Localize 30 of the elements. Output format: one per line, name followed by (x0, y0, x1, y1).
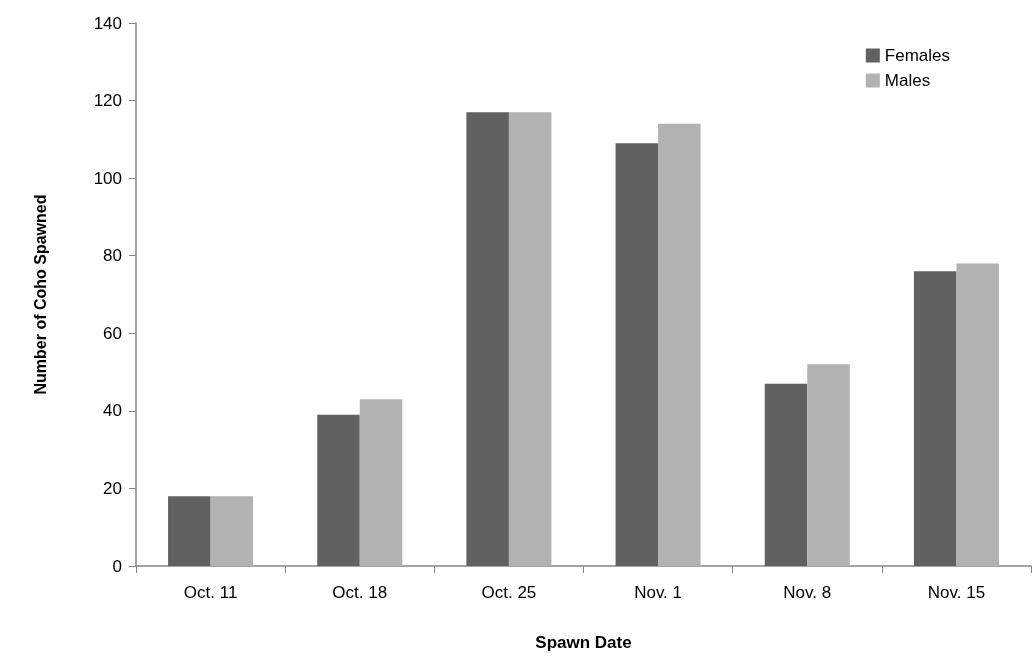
bar (168, 496, 211, 566)
x-tick-label: Oct. 18 (332, 583, 388, 602)
x-tick-label: Oct. 25 (481, 583, 537, 602)
y-axis-title: Number of Coho Spawned (31, 194, 49, 395)
y-tick-label: 100 (93, 168, 122, 188)
x-axis-title: Spawn Date (535, 633, 632, 652)
bar (615, 143, 659, 566)
legend-label: Females (884, 46, 950, 65)
legend-label: Males (884, 71, 931, 90)
x-tick-label: Oct. 11 (183, 583, 238, 602)
bar (317, 414, 360, 566)
bar (508, 112, 552, 566)
bar (807, 364, 850, 566)
y-tick-label: 140 (93, 13, 122, 33)
y-tick-label: 80 (103, 246, 122, 266)
x-tick-label: Nov. 15 (927, 583, 986, 602)
y-tick-label: 0 (112, 556, 122, 576)
bar (210, 496, 254, 566)
y-tick-label: 40 (103, 401, 122, 421)
x-tick-label: Nov. 8 (783, 583, 832, 602)
y-tick-label: 120 (93, 91, 122, 111)
y-tick-label: 60 (103, 323, 122, 343)
x-tick-label: Nov. 1 (634, 583, 683, 602)
bar (913, 271, 957, 566)
bar (359, 399, 403, 566)
y-tick-label: 20 (103, 478, 122, 498)
bar (956, 263, 999, 566)
bar (764, 383, 808, 566)
bar (658, 123, 701, 566)
bar (466, 112, 509, 566)
